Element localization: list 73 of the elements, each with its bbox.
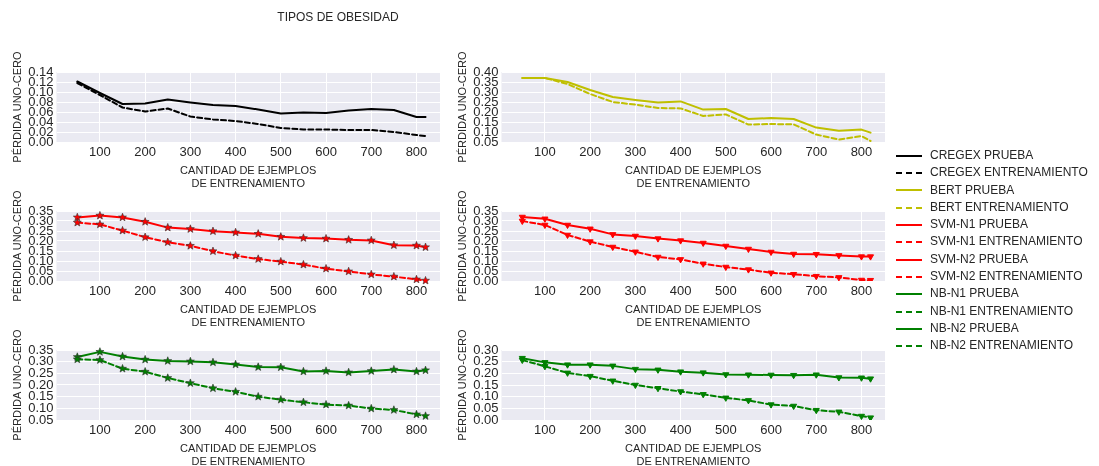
x-tick-label: 100	[89, 422, 111, 438]
text: NB-N2 PRUEBA	[930, 320, 1019, 335]
x-axis-title: CANTIDAD DE EJEMPLOS DE ENTRENAMIENTO	[625, 303, 762, 329]
x-tick-label: 600	[760, 422, 782, 438]
x-tick-label: 800	[405, 144, 428, 160]
x-tick-label: 300	[179, 283, 202, 299]
x-tick-label: 400	[669, 144, 692, 160]
x-tick-label: 100	[534, 283, 556, 299]
x-tick-label: 200	[579, 283, 601, 299]
x-axis-title: CANTIDAD DE EJEMPLOS DE ENTRENAMIENTO	[625, 164, 762, 190]
x-tick-label: 800	[850, 422, 873, 438]
x-tick-label: 500	[714, 422, 737, 438]
y-axis-title: PÉRDIDA UNO-CERO	[10, 189, 23, 302]
x-tick-label: 500	[714, 144, 737, 160]
legend-label: CREGEX ENTRENAMIENTO	[930, 165, 1088, 180]
legend-label: SVM-N1 ENTRENAMIENTO	[930, 234, 1083, 249]
x-axis-title: CANTIDAD DE EJEMPLOS DE ENTRENAMIENTO	[180, 164, 317, 190]
legend-label: SVM-N1 PRUEBA	[930, 217, 1029, 232]
text: SVM-N2 PRUEBA	[930, 251, 1029, 266]
x-tick-label: 300	[624, 422, 647, 438]
x-tick-label: 300	[624, 144, 647, 160]
x-tick-label: 300	[624, 283, 647, 299]
x-tick-label: 700	[805, 422, 828, 438]
legend-label: BERT ENTRENAMIENTO	[930, 199, 1069, 214]
x-tick-label: 100	[534, 422, 556, 438]
x-tick-label: 700	[360, 283, 383, 299]
x-tick-label: 500	[714, 283, 737, 299]
x-tick-label: 200	[579, 144, 601, 160]
legend-label: BERT PRUEBA	[930, 182, 1015, 197]
legend-label: NB-N1 ENTRENAMIENTO	[930, 303, 1074, 318]
x-tick-label: 600	[760, 283, 782, 299]
x-tick-label: 400	[669, 283, 692, 299]
legend-label: NB-N1 PRUEBA	[930, 286, 1019, 301]
chart-title: TIPOS DE OBESIDAD	[276, 10, 400, 24]
x-tick-label: 200	[134, 283, 156, 299]
x-tick-label: 200	[134, 144, 156, 160]
x-tick-label: 700	[360, 144, 383, 160]
text: SVM-N2 ENTRENAMIENTO	[930, 269, 1083, 284]
x-tick-label: 700	[360, 422, 383, 438]
x-axis-title: CANTIDAD DE EJEMPLOS DE ENTRENAMIENTO	[625, 442, 762, 466]
y-axis-title: PÉRDIDA UNO-CERO	[10, 50, 23, 163]
x-tick-label: 100	[534, 144, 556, 160]
x-tick-label: 500	[269, 422, 292, 438]
x-tick-label: 300	[179, 144, 202, 160]
x-tick-label: 700	[805, 144, 828, 160]
x-tick-label: 600	[315, 144, 337, 160]
x-tick-label: 200	[134, 422, 156, 438]
x-tick-label: 100	[89, 144, 111, 160]
y-axis-title: PÉRDIDA UNO-CERO	[455, 50, 468, 163]
x-tick-label: 700	[805, 283, 828, 299]
x-tick-label: 400	[669, 422, 692, 438]
x-tick-label: 400	[224, 422, 247, 438]
legend-label: CREGEX PRUEBA	[930, 148, 1034, 162]
x-tick-label: 800	[850, 144, 873, 160]
x-tick-label: 800	[405, 283, 428, 299]
x-tick-label: 300	[179, 422, 202, 438]
x-tick-label: 600	[315, 283, 337, 299]
x-tick-label: 600	[760, 144, 782, 160]
y-axis-title: PÉRDIDA UNO-CERO	[455, 189, 468, 302]
x-tick-label: 100	[89, 283, 111, 299]
x-axis-title: CANTIDAD DE EJEMPLOS DE ENTRENAMIENTO	[180, 442, 317, 466]
x-axis-title: CANTIDAD DE EJEMPLOS DE ENTRENAMIENTO	[180, 303, 317, 329]
x-tick-label: 600	[315, 422, 337, 438]
x-tick-label: 500	[269, 283, 292, 299]
text: NB-N2 ENTRENAMIENTO	[930, 338, 1074, 353]
x-tick-label: 200	[579, 422, 601, 438]
x-tick-label: 800	[850, 283, 873, 299]
x-tick-label: 400	[224, 144, 247, 160]
x-tick-label: 500	[269, 144, 292, 160]
x-tick-label: 400	[224, 283, 247, 299]
x-tick-label: 800	[405, 422, 428, 438]
y-axis-title: PÉRDIDA UNO-CERO	[10, 328, 23, 441]
y-axis-title: PÉRDIDA UNO-CERO	[455, 328, 468, 441]
